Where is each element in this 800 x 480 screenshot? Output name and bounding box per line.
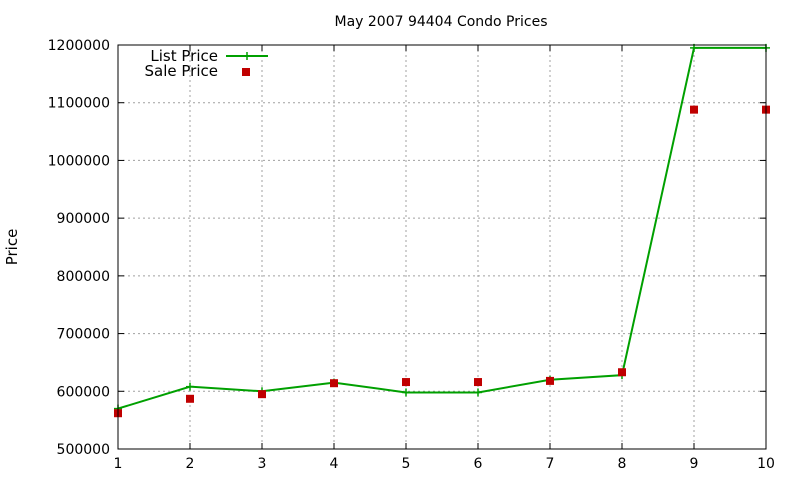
series-line-list-price [117,46,766,410]
legend-label-sale-price: Sale Price [145,62,218,80]
legend-label-list-price: List Price [150,47,218,65]
y-axis-label: Price [3,229,21,266]
legend-marker-list-price [243,52,251,60]
list-price-point [474,388,482,397]
sale-price-point [618,368,626,377]
x-tick-label: 9 [690,456,699,472]
x-tick-label: 4 [330,456,339,472]
list-price-point [402,388,410,397]
list-price-point [186,382,194,391]
y-tick-label: 700000 [57,327,110,343]
legend-marker-sale-price [242,68,250,76]
x-tick-label: 10 [757,456,775,472]
sale-price-point [402,378,410,387]
y-tick-labels: 500000 600000 700000 800000 900000 1000000 110… [48,38,110,458]
y-tick-label: 800000 [57,269,110,285]
x-tick-label: 3 [258,456,267,472]
y-tick-label: 900000 [57,211,110,227]
y-tick-label: 1000000 [48,153,110,169]
plot-frame [117,44,767,450]
sale-price-point [474,378,482,387]
x-tick-label: 1 [114,456,123,472]
x-tick-label: 8 [618,456,627,472]
sale-price-point [690,105,698,114]
y-tick-label: 500000 [57,442,110,458]
x-tick-label: 7 [546,456,555,472]
y-tick-label: 1200000 [48,38,110,54]
plot-area [114,43,770,418]
y-tick-label: 1100000 [48,96,110,112]
sale-price-point [186,394,194,403]
sale-price-point [258,390,266,399]
legend: List Price Sale Price [145,47,268,80]
chart-title: May 2007 94404 Condo Prices [334,14,547,30]
y-tick-label: 600000 [57,384,110,400]
x-tick-label: 2 [186,456,195,472]
sale-price-point [330,379,338,388]
x-tick-label: 6 [474,456,483,472]
sale-price-point [546,376,554,385]
x-tick-label: 5 [402,456,411,472]
x-tick-labels: 1 2 3 4 5 6 7 8 9 10 [114,456,775,472]
